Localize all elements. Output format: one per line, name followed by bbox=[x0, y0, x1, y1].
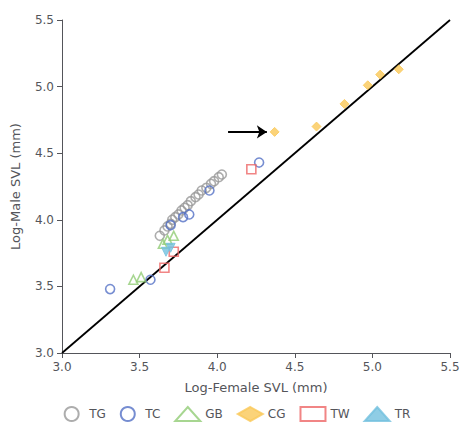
svg-text:Log-Male SVL (mm): Log-Male SVL (mm) bbox=[8, 123, 23, 250]
svg-text:TR: TR bbox=[394, 407, 411, 421]
svg-text:TG: TG bbox=[88, 407, 106, 421]
svg-text:4.5: 4.5 bbox=[35, 146, 54, 160]
svg-text:GB: GB bbox=[205, 407, 223, 421]
svg-text:5.5: 5.5 bbox=[440, 360, 459, 374]
svg-text:4.0: 4.0 bbox=[35, 213, 54, 227]
svg-text:4.5: 4.5 bbox=[285, 360, 304, 374]
svg-text:5.0: 5.0 bbox=[363, 360, 382, 374]
svg-text:3.0: 3.0 bbox=[35, 346, 54, 360]
svg-text:5.0: 5.0 bbox=[35, 80, 54, 94]
svg-text:3.5: 3.5 bbox=[35, 279, 54, 293]
svg-text:Log-Female SVL (mm): Log-Female SVL (mm) bbox=[184, 380, 327, 395]
svg-text:CG: CG bbox=[268, 407, 286, 421]
svg-text:TW: TW bbox=[329, 407, 349, 421]
svg-text:4.0: 4.0 bbox=[208, 360, 227, 374]
svg-text:3.0: 3.0 bbox=[52, 360, 71, 374]
svg-text:TC: TC bbox=[144, 407, 160, 421]
svg-text:5.5: 5.5 bbox=[35, 13, 54, 27]
svg-text:3.5: 3.5 bbox=[130, 360, 149, 374]
